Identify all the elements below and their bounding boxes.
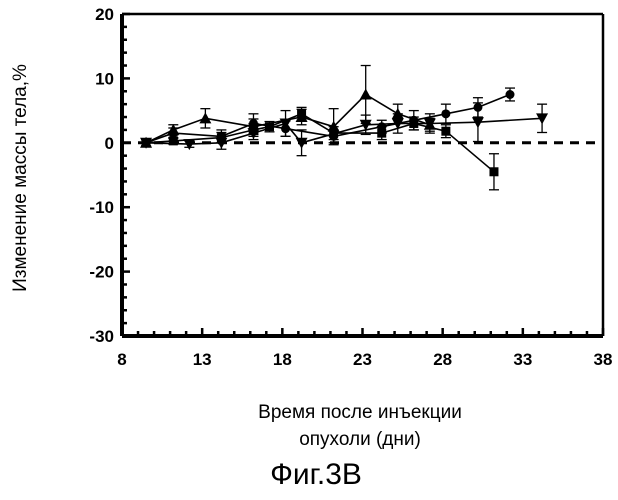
tick-marks xyxy=(122,14,603,336)
series-triangle-up xyxy=(140,66,436,148)
x-axis-title-line-1: Время после инъекции xyxy=(258,402,462,423)
y-tick-label: -10 xyxy=(89,198,114,217)
x-axis-title-line-2: опухоли (дни) xyxy=(299,429,421,450)
x-tick-label: 38 xyxy=(594,350,613,369)
y-tick-label: 10 xyxy=(95,69,114,88)
data-point-circle xyxy=(441,109,450,118)
series-group xyxy=(140,66,548,190)
data-point-triangle-up xyxy=(199,112,211,123)
tick-labels: 20 10 0 -10 -20 -308 13 18 23 28 33 38 xyxy=(89,5,612,369)
figure-caption: Фиг.3В xyxy=(270,458,362,491)
y-axis-title: Изменение массы тела,% xyxy=(10,64,31,292)
x-tick-label: 13 xyxy=(193,350,212,369)
data-point-triangle-up xyxy=(360,89,372,100)
x-tick-label: 23 xyxy=(353,350,372,369)
data-point-circle xyxy=(506,90,515,99)
y-tick-label: -20 xyxy=(89,263,114,282)
x-tick-label: 28 xyxy=(433,350,452,369)
data-point-square xyxy=(489,167,498,176)
axes xyxy=(122,14,603,336)
y-tick-label: -30 xyxy=(89,327,114,346)
data-point-square xyxy=(377,129,386,138)
x-tick-label: 18 xyxy=(273,350,292,369)
data-point-triangle-up xyxy=(167,124,179,135)
data-point-square xyxy=(441,127,450,136)
y-tick-label: 0 xyxy=(105,134,114,153)
x-tick-label: 8 xyxy=(117,350,126,369)
y-tick-label: 20 xyxy=(95,5,114,24)
x-tick-label: 33 xyxy=(513,350,532,369)
series-circle xyxy=(141,88,515,147)
series-triangle-down xyxy=(140,103,548,156)
